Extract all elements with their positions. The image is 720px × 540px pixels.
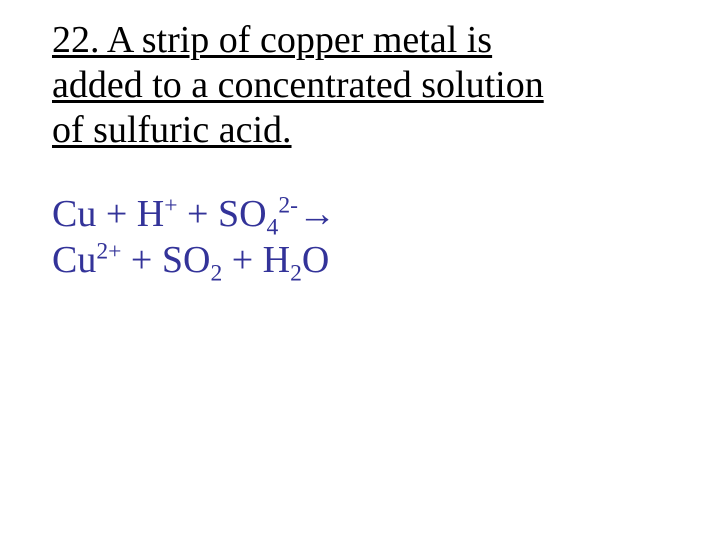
reactant-so4: SO42- — [218, 193, 298, 235]
product-so2: SO2 — [162, 239, 222, 281]
question-line-1: 22. A strip of copper metal is — [52, 19, 492, 61]
reactant-cu: Cu — [52, 193, 96, 235]
h2o-2: 2 — [290, 261, 302, 287]
question-line-2: added to a concentrated solution — [52, 64, 544, 106]
question-line-3: of sulfuric acid. — [52, 109, 292, 151]
plus-3: + — [121, 239, 161, 281]
plus-2: + — [178, 193, 218, 235]
h2o-o: O — [302, 239, 329, 281]
product-cu2: Cu2+ — [52, 239, 121, 281]
so4-charge: 2- — [278, 193, 298, 219]
so2-sub: 2 — [210, 261, 222, 287]
question-text: 22. A strip of copper metal is added to … — [52, 18, 680, 152]
h-base: H — [137, 193, 164, 235]
so2-base: SO — [162, 239, 211, 281]
reaction-equation: Cu + H+ + SO42-→Cu2+ + SO2 + H2O — [52, 192, 680, 283]
h-charge: + — [164, 193, 177, 219]
h2o-h: H — [263, 239, 290, 281]
slide-body: 22. A strip of copper metal is added to … — [0, 0, 720, 284]
cu2-base: Cu — [52, 239, 96, 281]
so4-sub: 4 — [267, 215, 279, 241]
reactant-h: H+ — [137, 193, 178, 235]
reaction-arrow: → — [298, 193, 336, 235]
product-h2o: H2O — [263, 239, 330, 281]
plus-1: + — [96, 193, 136, 235]
cu2-charge: 2+ — [96, 238, 121, 264]
so4-base: SO — [218, 193, 267, 235]
plus-4: + — [222, 239, 262, 281]
